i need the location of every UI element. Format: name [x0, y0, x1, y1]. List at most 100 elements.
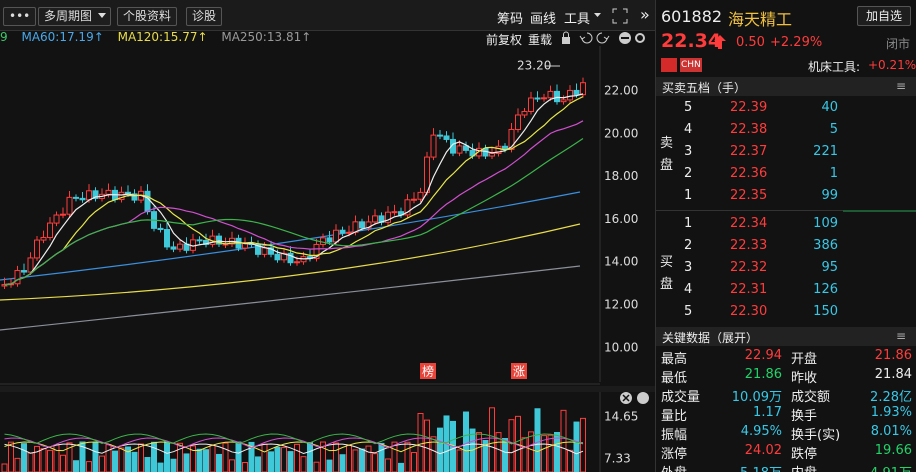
- price: 22.34: [661, 30, 722, 52]
- candle-body: [333, 229, 339, 243]
- expand-button[interactable]: »: [640, 5, 650, 24]
- draw-tool[interactable]: 画线: [530, 12, 557, 27]
- candle-body: [53, 214, 60, 224]
- event-marker[interactable]: 榜: [422, 364, 434, 379]
- order-book-title: 买卖五档（手）: [662, 81, 747, 95]
- volume-bar: [222, 442, 229, 472]
- volume-bar: [359, 448, 365, 472]
- level-volume: 126: [813, 282, 838, 297]
- level-price: 22.33: [730, 238, 768, 253]
- tools-menu[interactable]: 工具: [564, 12, 591, 27]
- volume-bar: [14, 457, 21, 472]
- volume-bar: [255, 456, 261, 472]
- chart-tool-icons[interactable]: [560, 31, 655, 45]
- add-watchlist[interactable]: 加自选: [857, 6, 911, 26]
- diagnose-button[interactable]: 诊股: [186, 7, 223, 26]
- candle-body: [131, 193, 138, 201]
- volume-bar: [437, 427, 443, 472]
- strength-bar: [843, 210, 916, 212]
- more-button[interactable]: •••: [3, 7, 37, 26]
- key-value: 4.91万: [850, 462, 912, 472]
- profile-button[interactable]: 个股资料: [117, 7, 178, 26]
- candle-body: [411, 198, 417, 201]
- sell-label: 卖盘: [660, 136, 674, 173]
- volume-bar: [352, 449, 359, 472]
- key-label: 开盘: [791, 352, 818, 367]
- kline-chart: 23.20 榜 涨 14.65 7.33 22.00 20.00 18.00 16.0…: [0, 46, 655, 472]
- volume-bar: [242, 462, 248, 472]
- level: 2: [684, 238, 693, 253]
- key-label: 涨停: [661, 447, 688, 462]
- level: 2: [684, 166, 693, 181]
- volume-bar: [489, 407, 495, 472]
- level: 5: [684, 100, 693, 115]
- candle-body: [554, 90, 560, 103]
- event-badge[interactable]: [420, 363, 436, 379]
- price-tick: 14.00: [604, 255, 638, 269]
- event-badge[interactable]: [511, 363, 527, 379]
- candle-body: [21, 270, 27, 273]
- volume-bar: [183, 453, 190, 472]
- volume-bar: [547, 434, 554, 472]
- volume-tick: 14.65: [604, 410, 638, 424]
- volume-bar: [365, 445, 372, 472]
- key-value: 21.84: [874, 367, 912, 382]
- candle-body: [216, 235, 222, 245]
- key-label: 外盘: [661, 462, 687, 472]
- ma-partial: 9: [0, 30, 8, 44]
- level: 3: [684, 260, 693, 275]
- volume-bar: [398, 462, 404, 472]
- key-value: 10.09万: [731, 390, 782, 405]
- key-data-title: 关键数据（展开）: [662, 331, 759, 345]
- volume-bar: [274, 446, 281, 472]
- key-label: 跌停: [791, 447, 818, 462]
- candle-body: [261, 247, 268, 255]
- change-pct: +2.29%: [770, 35, 823, 50]
- volume-bar: [339, 454, 346, 472]
- level: 3: [684, 144, 693, 159]
- candle-body: [79, 197, 86, 201]
- industry[interactable]: 机床工具:: [808, 60, 861, 74]
- volume-bar: [508, 419, 515, 472]
- event-marker[interactable]: 涨: [513, 364, 525, 379]
- settings-icon[interactable]: [637, 392, 649, 404]
- key-value: 24.02: [744, 443, 782, 458]
- period-button[interactable]: 多周期图: [38, 7, 112, 26]
- candle-body: [144, 190, 151, 213]
- stock-name: 海天精工: [728, 10, 793, 29]
- fullscreen-icon[interactable]: [612, 8, 628, 24]
- volume-bar: [300, 456, 307, 472]
- ma-legend: 9 MA60:17.19↑ MA120:15.77↑ MA250:13.81↑: [0, 30, 311, 44]
- panel-divider: [655, 0, 656, 472]
- key-label: 成交量: [661, 390, 701, 405]
- volume-bar: [502, 438, 508, 472]
- volume-bar: [417, 412, 424, 472]
- volume-bar: [261, 443, 268, 472]
- menu-icon[interactable]: ≡: [896, 79, 907, 93]
- volume-bar: [73, 460, 79, 472]
- volume-bar: [326, 459, 333, 472]
- chip-tool[interactable]: 筹码: [497, 12, 524, 27]
- volume-bar: [86, 461, 92, 472]
- volume-bar: [430, 436, 437, 472]
- level-price: 22.32: [730, 260, 768, 275]
- menu-icon[interactable]: ≡: [896, 329, 907, 343]
- candle-body: [157, 227, 164, 231]
- reload-option[interactable]: 重载: [528, 33, 553, 47]
- volume-bar: [424, 419, 430, 472]
- volume-bar: [216, 453, 222, 472]
- volume-bar: [378, 442, 385, 472]
- change: 0.50: [736, 35, 765, 50]
- level: 4: [684, 282, 693, 297]
- up-arrow: [714, 35, 726, 49]
- candle-body: [339, 229, 346, 234]
- candle-body: [430, 134, 437, 158]
- ma-line: [4, 120, 584, 286]
- volume-bar: [385, 458, 391, 472]
- candle-body: [417, 191, 424, 200]
- adjust-option[interactable]: 前复权: [486, 33, 523, 47]
- candle-body: [495, 145, 502, 155]
- candle-body: [313, 243, 320, 260]
- volume-bar: [131, 451, 138, 472]
